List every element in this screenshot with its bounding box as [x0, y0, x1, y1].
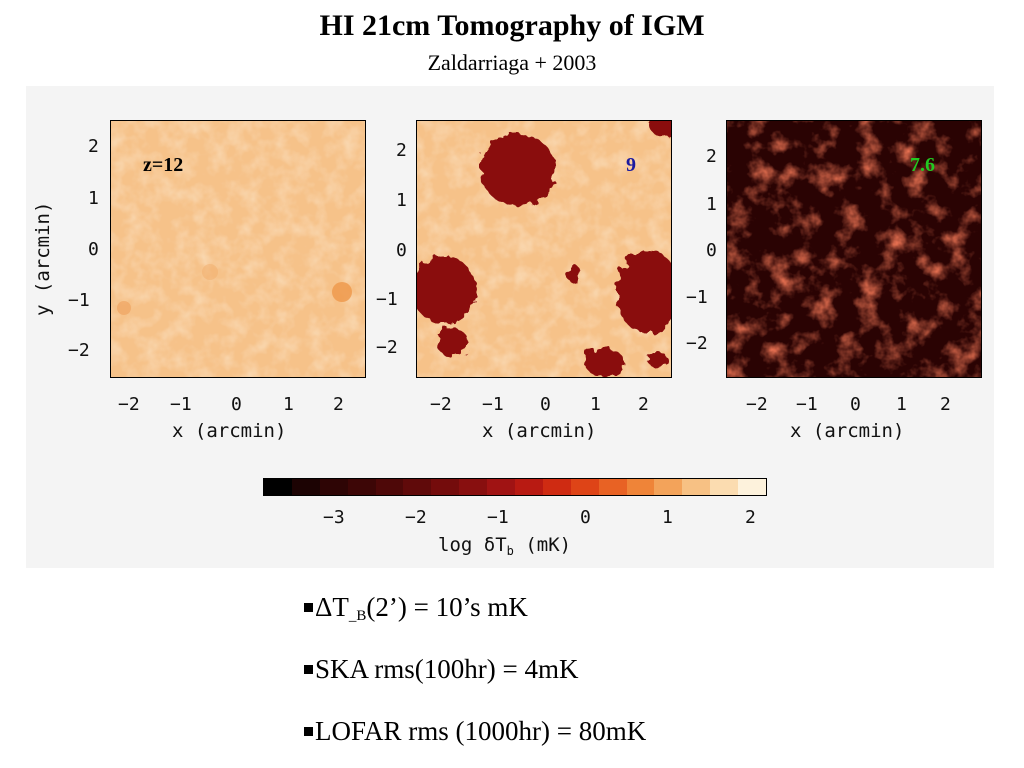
colorbar-segment [515, 479, 543, 495]
panel-label-z9: 9 [626, 154, 636, 176]
y-tick-panel1: 0 [88, 239, 99, 260]
y-tick-panel3: 2 [706, 146, 717, 167]
colorbar-segment [542, 479, 571, 495]
colorbar-segment [375, 479, 404, 495]
y-tick-panel3: 0 [706, 240, 717, 261]
x-tick-panel1: 1 [283, 394, 294, 415]
x-tick-panel3: −1 [796, 394, 818, 415]
x-tick-panel3: −2 [746, 394, 768, 415]
colorbar-tick: 2 [745, 507, 756, 528]
x-tick-panel2: 1 [590, 394, 601, 415]
x-axis-label-panel2: x (arcmin) [482, 420, 597, 442]
bullet-subscript: _B [348, 608, 367, 624]
bullet-text: SKA rms(100hr) = 4mK [315, 654, 579, 684]
y-tick-panel1: 1 [88, 188, 99, 209]
slide-title: HI 21cm Tomography of IGM [319, 9, 705, 42]
y-tick-panel3: −1 [686, 287, 708, 308]
colorbar-segment [654, 479, 683, 495]
y-tick-panel2: −1 [376, 289, 398, 310]
x-tick-panel3: 1 [896, 394, 907, 415]
y-tick-panel2: 2 [396, 140, 407, 161]
y-tick-panel3: −2 [686, 333, 708, 354]
panel-label-z7.6: 7.6 [910, 154, 935, 176]
x-tick-panel1: −1 [170, 394, 192, 415]
colorbar-segment [710, 479, 739, 495]
bullet-square-icon [304, 603, 313, 612]
colorbar-tick: −3 [323, 507, 345, 528]
colorbar-segment [291, 479, 320, 495]
map-panel-z9 [416, 120, 672, 378]
bullet-item: LOFAR rms (1000hr) = 80mK [304, 716, 646, 746]
x-tick-panel2: 0 [540, 394, 551, 415]
y-tick-panel1: −1 [68, 290, 90, 311]
colorbar-segment [570, 479, 599, 495]
y-tick-panel3: 1 [706, 194, 717, 215]
colorbar-tick: −1 [487, 507, 509, 528]
colorbar-segment [459, 479, 488, 495]
x-tick-panel2: −2 [430, 394, 452, 415]
colorbar-segment [319, 479, 348, 495]
colorbar-segment [264, 479, 292, 495]
colorbar-segment [431, 479, 460, 495]
colorbar-tick: −2 [405, 507, 427, 528]
colorbar-label: log δTb (mK) [438, 534, 571, 558]
colorbar-segment [403, 479, 432, 495]
map-panel-z12 [110, 120, 366, 378]
x-tick-panel1: 2 [333, 394, 344, 415]
y-tick-panel1: −2 [68, 340, 90, 361]
x-tick-panel2: 2 [638, 394, 649, 415]
panel-label-z12: z=12 [143, 154, 184, 176]
y-tick-panel2: −2 [376, 337, 398, 358]
colorbar-segment [598, 479, 627, 495]
bullet-item: ΔT_B(2’) = 10’s mK [304, 592, 528, 631]
colorbar-segment [487, 479, 516, 495]
bullet-square-icon [304, 665, 313, 674]
x-tick-panel3: 0 [850, 394, 861, 415]
bullet-text-tail: (2’) = 10’s mK [366, 592, 528, 622]
y-tick-panel2: 0 [396, 240, 407, 261]
colorbar [263, 478, 767, 496]
x-tick-panel3: 2 [940, 394, 951, 415]
y-tick-panel2: 1 [396, 190, 407, 211]
bullet-item: SKA rms(100hr) = 4mK [304, 654, 578, 684]
colorbar-label-sub: b [506, 544, 514, 558]
x-axis-label-panel3: x (arcmin) [790, 420, 905, 442]
colorbar-label-main: log δT [438, 534, 507, 556]
y-axis-label: y (arcmin) [32, 201, 54, 316]
colorbar-tick: 0 [580, 507, 591, 528]
bullet-text: ΔT [315, 592, 349, 622]
x-axis-label-panel1: x (arcmin) [172, 420, 287, 442]
map-panel-z7.6 [726, 120, 982, 378]
x-tick-panel1: 0 [231, 394, 242, 415]
colorbar-segment [626, 479, 655, 495]
x-tick-panel1: −2 [118, 394, 140, 415]
x-tick-panel2: −1 [482, 394, 504, 415]
slide-subtitle: Zaldarriaga + 2003 [427, 50, 597, 75]
bullet-square-icon [304, 727, 313, 736]
colorbar-segment [738, 479, 767, 495]
colorbar-label-unit: (mK) [513, 534, 572, 556]
colorbar-tick: 1 [662, 507, 673, 528]
colorbar-segment [682, 479, 711, 495]
bullet-text: LOFAR rms (1000hr) = 80mK [315, 716, 647, 746]
y-tick-panel1: 2 [88, 136, 99, 157]
colorbar-segment [347, 479, 376, 495]
